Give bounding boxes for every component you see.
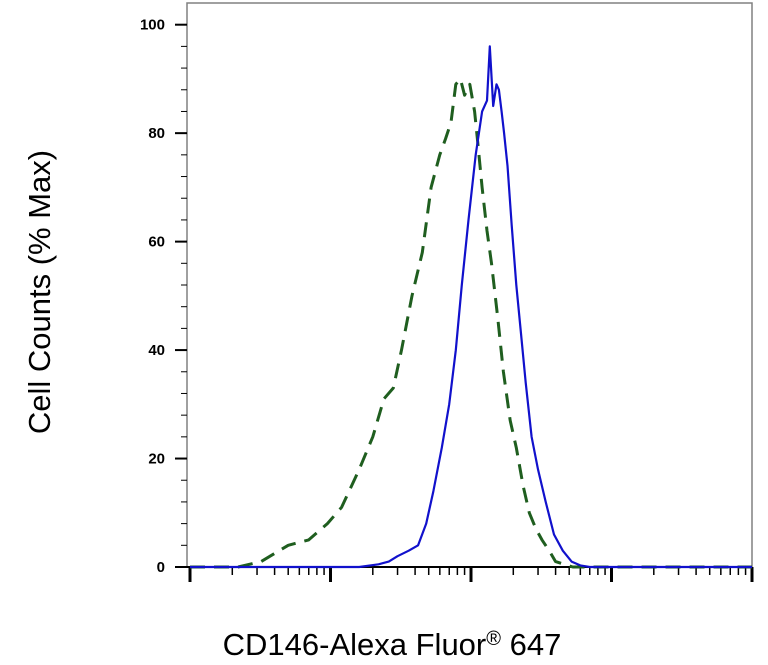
y-axis-ticks: 0 20 40 60 80 100: [140, 17, 187, 576]
series-layer: [190, 45, 752, 569]
x-axis-title-suffix: 647: [501, 627, 561, 662]
y-tick-label: 20: [148, 451, 165, 468]
plot-frame: [186, 2, 753, 568]
y-tick-label: 0: [157, 559, 165, 576]
x-axis-ticks: [188, 567, 754, 582]
x-axis-title-main: CD146-Alexa Fluor: [223, 627, 487, 662]
series-line-solid: [190, 45, 752, 569]
x-axis-title-sup: ®: [486, 628, 501, 650]
x-axis-title: CD146-Alexa Fluor® 647: [223, 627, 562, 662]
y-tick-label: 40: [148, 342, 165, 359]
y-axis-title: Cell Counts (% Max): [22, 150, 57, 434]
y-tick-label: 60: [148, 234, 165, 251]
series-line-dashed: [190, 77, 752, 569]
y-tick-label: 100: [140, 17, 165, 34]
y-tick-label: 80: [148, 125, 165, 142]
